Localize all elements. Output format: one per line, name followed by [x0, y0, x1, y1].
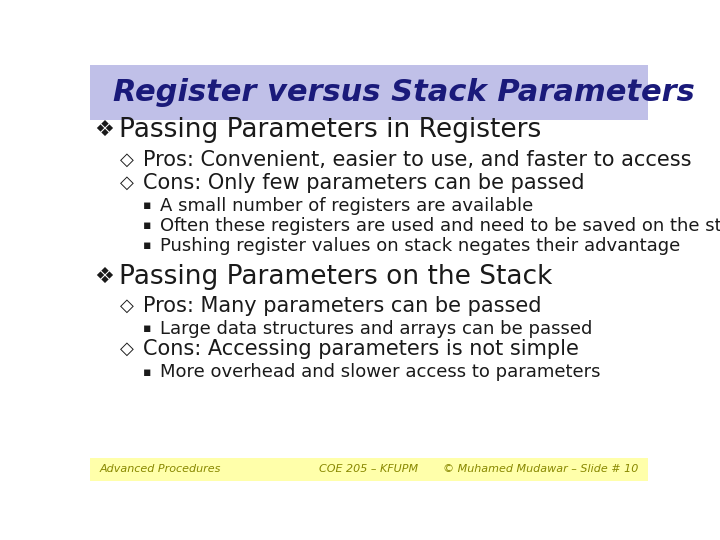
- Text: ❖: ❖: [94, 267, 114, 287]
- Text: ◇: ◇: [120, 151, 134, 168]
- FancyBboxPatch shape: [90, 65, 648, 120]
- Text: ❖: ❖: [94, 120, 114, 140]
- Text: A small number of registers are available: A small number of registers are availabl…: [160, 197, 533, 215]
- Text: ▪: ▪: [143, 239, 152, 252]
- Text: © Muhamed Mudawar – Slide # 10: © Muhamed Mudawar – Slide # 10: [444, 464, 639, 474]
- Text: ◇: ◇: [120, 340, 134, 358]
- Text: ◇: ◇: [120, 297, 134, 315]
- Text: ◇: ◇: [120, 174, 134, 192]
- Text: Passing Parameters in Registers: Passing Parameters in Registers: [120, 117, 541, 143]
- Text: Cons: Only few parameters can be passed: Cons: Only few parameters can be passed: [143, 173, 584, 193]
- Text: Pros: Many parameters can be passed: Pros: Many parameters can be passed: [143, 296, 541, 316]
- Text: ▪: ▪: [143, 219, 152, 232]
- Text: More overhead and slower access to parameters: More overhead and slower access to param…: [160, 363, 600, 381]
- Text: Pushing register values on stack negates their advantage: Pushing register values on stack negates…: [160, 237, 680, 255]
- Text: Passing Parameters on the Stack: Passing Parameters on the Stack: [120, 264, 553, 289]
- Text: Cons: Accessing parameters is not simple: Cons: Accessing parameters is not simple: [143, 339, 579, 359]
- Text: ▪: ▪: [143, 199, 152, 212]
- Text: ▪: ▪: [143, 322, 152, 335]
- Text: Large data structures and arrays can be passed: Large data structures and arrays can be …: [160, 320, 592, 338]
- Text: Often these registers are used and need to be saved on the stack: Often these registers are used and need …: [160, 217, 720, 235]
- FancyBboxPatch shape: [90, 457, 648, 481]
- Text: Register versus Stack Parameters: Register versus Stack Parameters: [113, 78, 695, 107]
- Text: Pros: Convenient, easier to use, and faster to access: Pros: Convenient, easier to use, and fas…: [143, 150, 691, 170]
- Text: ▪: ▪: [143, 366, 152, 379]
- Text: COE 205 – KFUPM: COE 205 – KFUPM: [320, 464, 418, 474]
- Text: Advanced Procedures: Advanced Procedures: [99, 464, 220, 474]
